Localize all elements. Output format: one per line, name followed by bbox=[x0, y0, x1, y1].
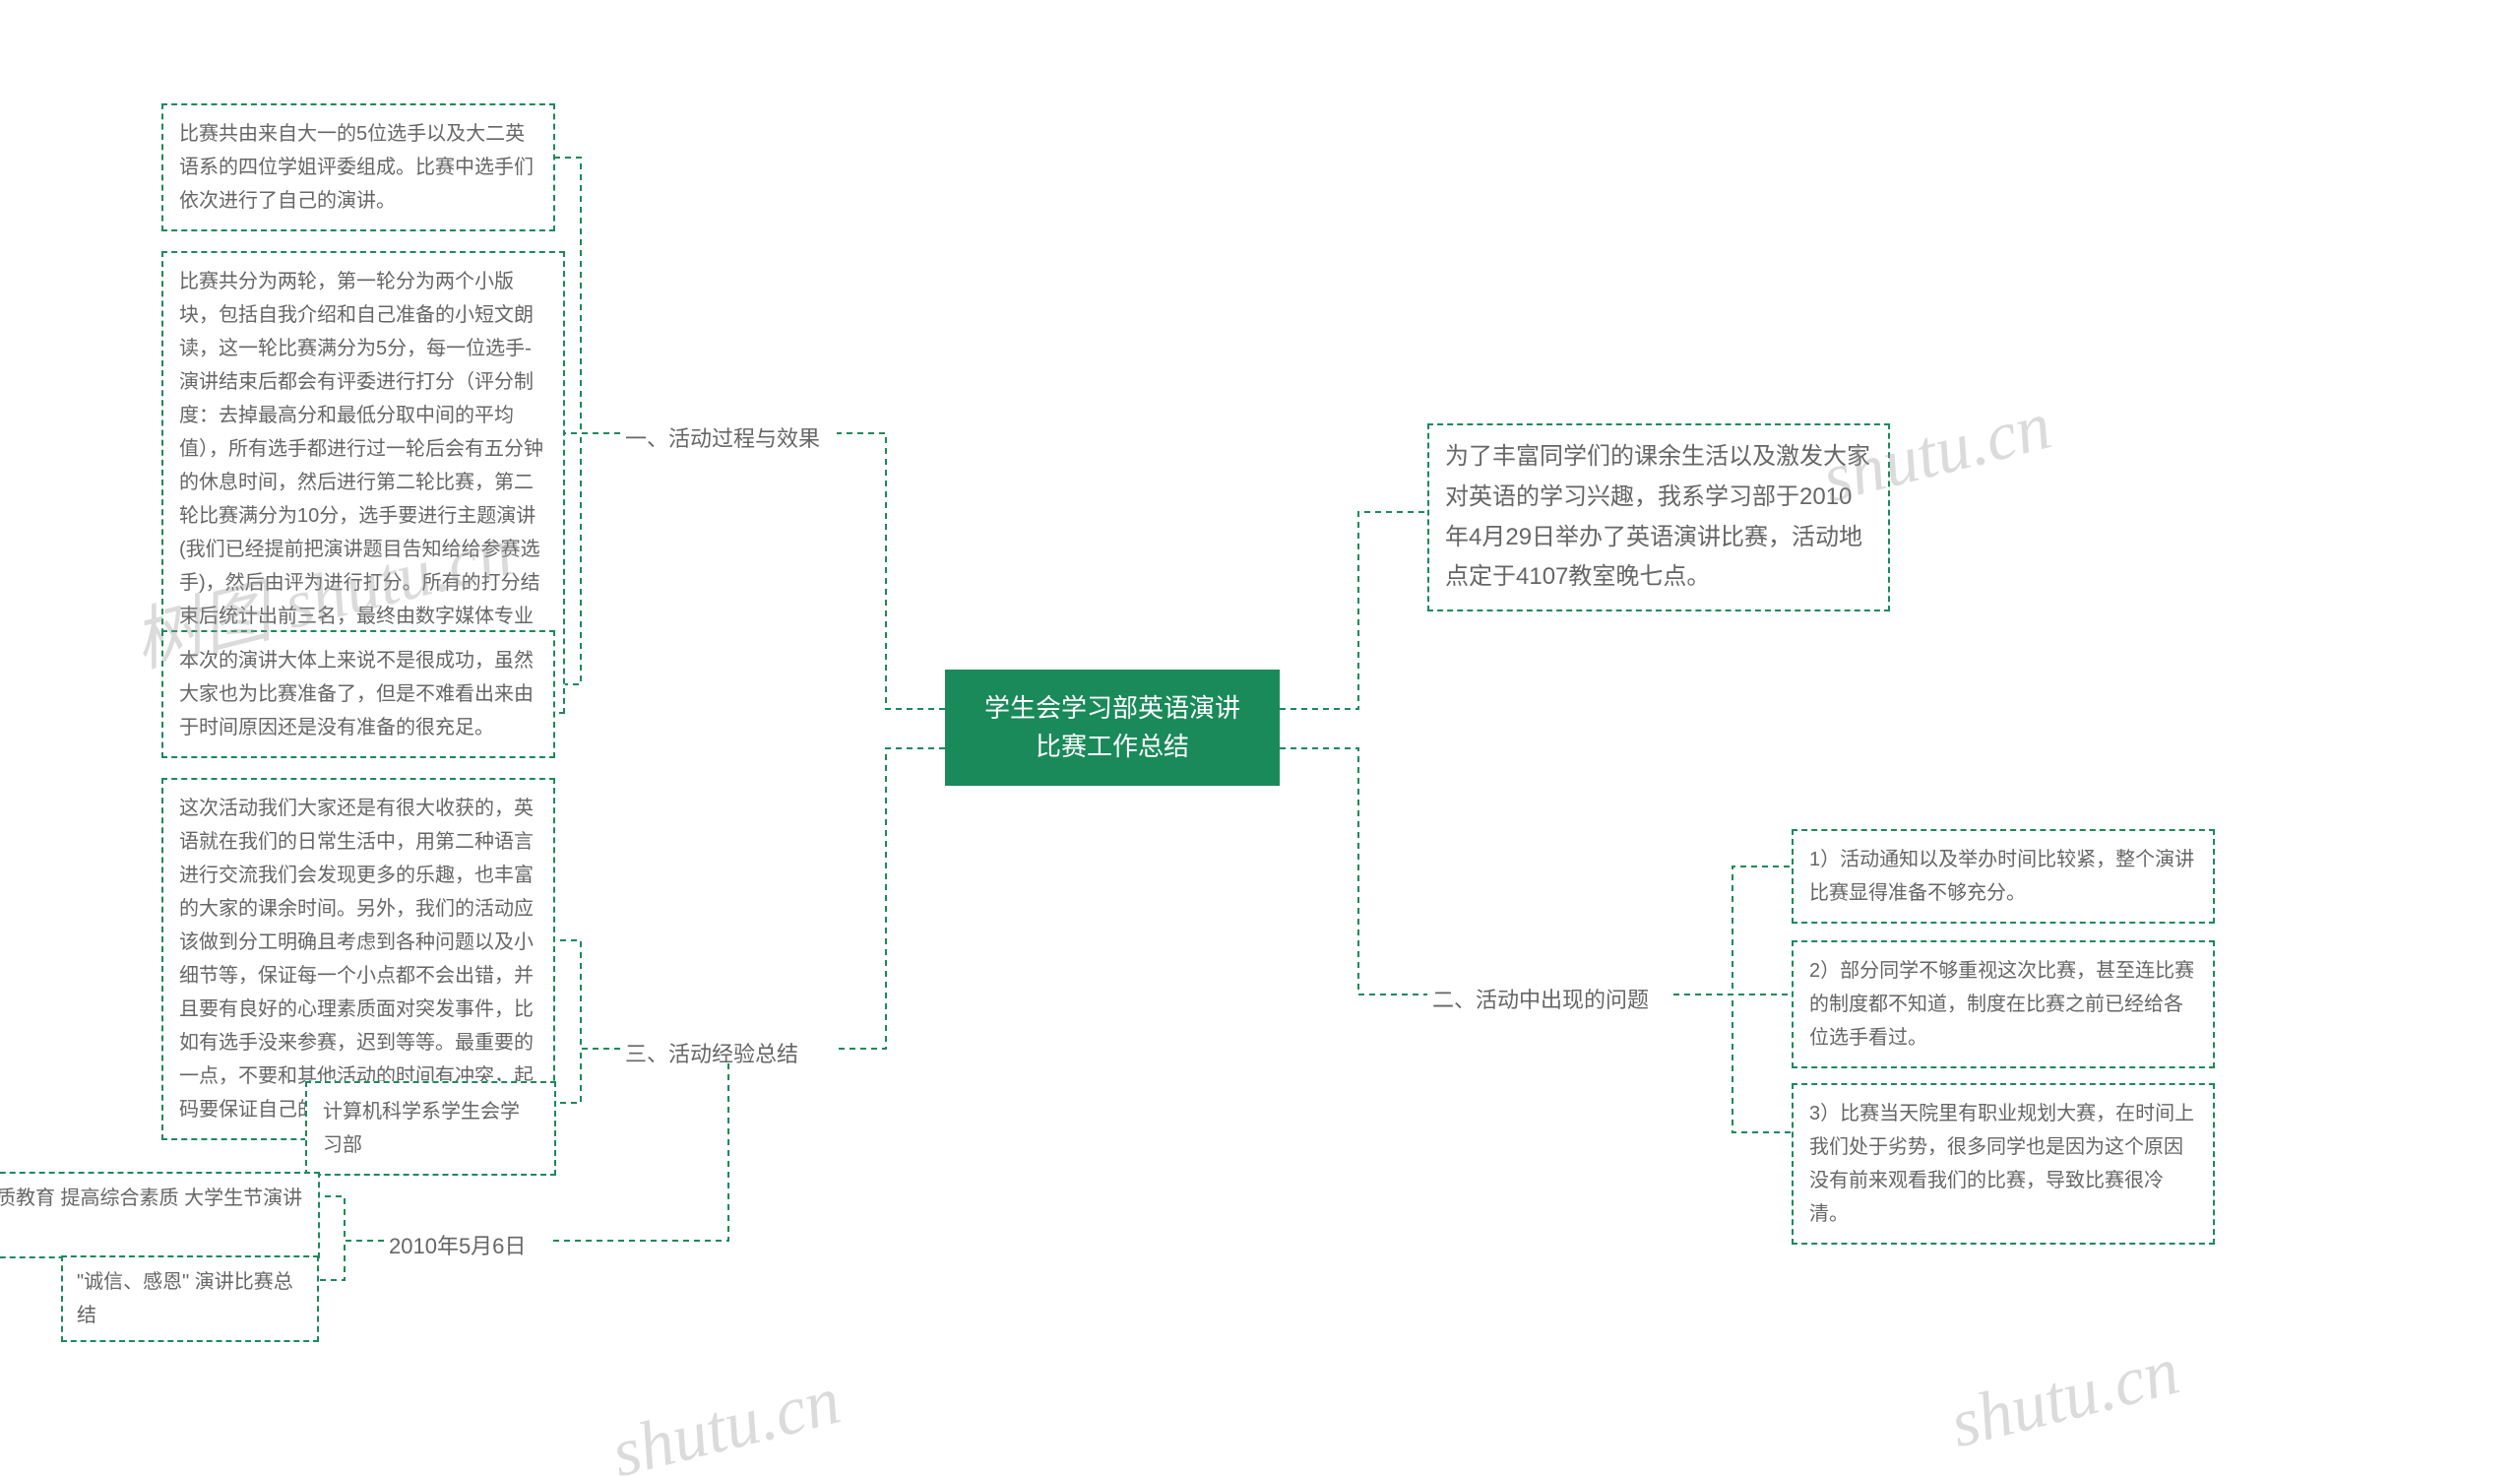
branch3-leaf-2: 计算机科学系学生会学习部 bbox=[305, 1081, 556, 1176]
branch2-label: 二、活动中出现的问题 bbox=[1432, 983, 1649, 1014]
branch1-label: 一、活动过程与效果 bbox=[625, 421, 820, 453]
branch4-label: 2010年5月6日 bbox=[389, 1229, 526, 1260]
branch2-leaf-1: 1）活动通知以及举办时间比较紧，整个演讲比赛显得准备不够充分。 bbox=[1792, 829, 2215, 924]
branch3-label: 三、活动经验总结 bbox=[625, 1037, 798, 1068]
intro-text: 为了丰富同学们的课余生活以及激发大家对英语的学习兴趣，我系学习部于2010年4月… bbox=[1445, 443, 1870, 590]
branch4-leaf-2: "诚信、感恩" 演讲比赛总结 bbox=[61, 1255, 319, 1342]
branch2-leaf-2: 2）部分同学不够重视这次比赛，甚至连比赛的制度都不知道，制度在比赛之前已经给各位… bbox=[1792, 940, 2215, 1068]
branch4-leaf-1: 贯彻素质教育 提高综合素质 大学生节演讲比 bbox=[0, 1172, 320, 1258]
watermark: shutu.cn bbox=[1943, 1332, 2187, 1465]
center-title: 学生会学习部英语演讲比赛工作总结 bbox=[984, 693, 1240, 761]
branch1-leaf-3: 本次的演讲大体上来说不是很成功，虽然大家也为比赛准备了，但是不难看出来由于时间原… bbox=[161, 630, 555, 758]
branch2-leaf-3: 3）比赛当天院里有职业规划大赛，在时间上我们处于劣势，很多同学也是因为这个原因没… bbox=[1792, 1083, 2215, 1245]
center-node: 学生会学习部英语演讲比赛工作总结 bbox=[945, 670, 1280, 786]
watermark: shutu.cn bbox=[604, 1362, 849, 1476]
intro-box: 为了丰富同学们的课余生活以及激发大家对英语的学习兴趣，我系学习部于2010年4月… bbox=[1427, 423, 1890, 611]
branch1-leaf-1: 比赛共由来自大一的5位选手以及大二英语系的四位学姐评委组成。比赛中选手们依次进行… bbox=[161, 103, 555, 231]
